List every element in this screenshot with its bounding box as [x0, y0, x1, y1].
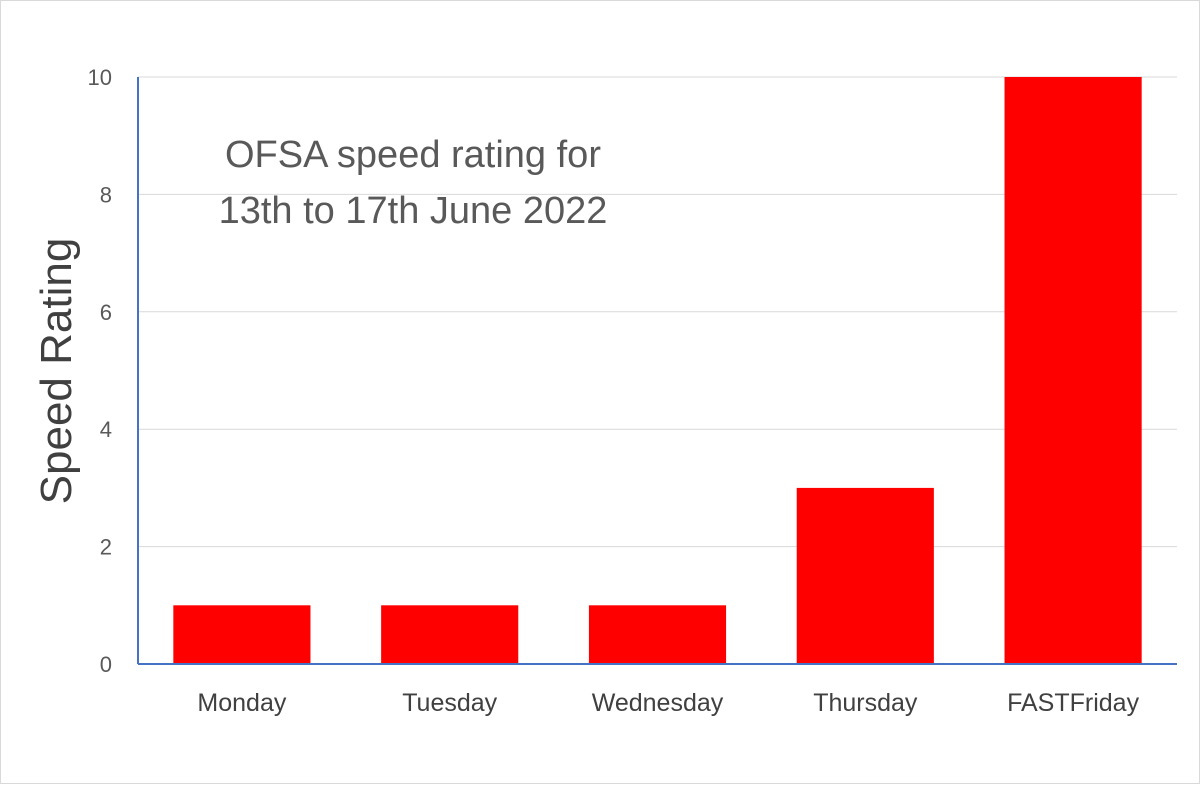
gridlines [138, 76, 1177, 548]
x-tick-label: Monday [197, 689, 286, 717]
x-tick-label: FASTFriday [1007, 689, 1139, 717]
bar-wednesday [588, 605, 727, 664]
y-tick-label: 4 [100, 417, 112, 442]
x-tick-label: Thursday [813, 689, 918, 717]
bar-monday [173, 605, 311, 664]
bar-tuesday [381, 605, 519, 664]
y-tick-label: 2 [100, 535, 112, 560]
x-tick-label: Wednesday [592, 689, 724, 717]
bar-thursday [796, 487, 934, 664]
y-tick-labels: 0 2 4 6 8 10 [88, 65, 112, 677]
y-axis-label: Speed Rating [32, 238, 81, 505]
y-tick-label: 0 [100, 652, 112, 677]
axes [137, 77, 1177, 665]
chart-title-line-2: 13th to 17th June 2022 [219, 190, 608, 232]
x-tick-labels: Monday Tuesday Wednesday Thursday FASTFriday [197, 689, 1139, 717]
bars [173, 77, 1142, 664]
chart-title-line-1: OFSA speed rating for [225, 134, 601, 176]
y-tick-label: 8 [100, 182, 112, 207]
y-tick-label: 6 [100, 300, 112, 325]
bar-fastfriday [1004, 77, 1142, 664]
x-tick-label: Tuesday [402, 689, 497, 717]
y-tick-label: 10 [88, 65, 112, 90]
